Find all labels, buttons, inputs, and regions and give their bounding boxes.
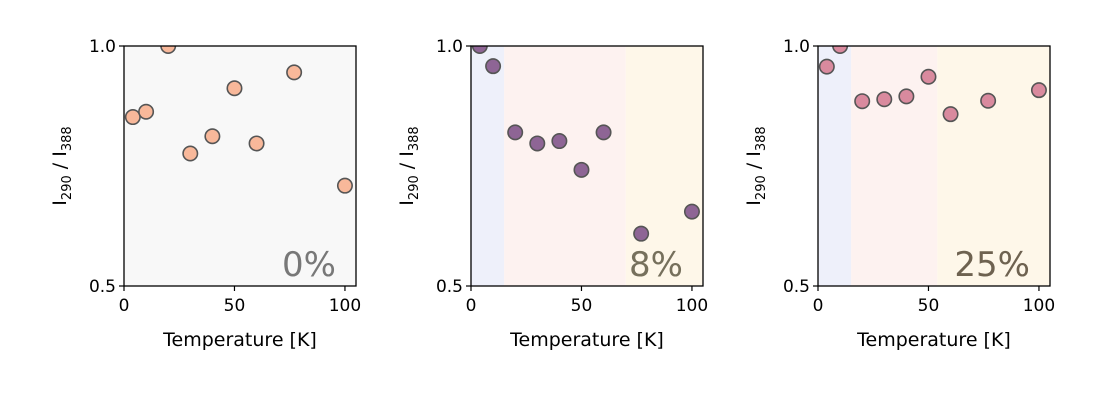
x-tick-label: 50 <box>224 296 246 316</box>
data-point <box>595 124 612 141</box>
x-tick-label: 0 <box>119 296 130 316</box>
x-axis-label: Temperature [K] <box>509 329 664 351</box>
y-tick-label: 1.0 <box>783 37 810 57</box>
x-tick-label: 0 <box>466 296 477 316</box>
data-point <box>529 135 546 152</box>
x-tick-label: 100 <box>329 296 361 316</box>
y-tick-label: 0.5 <box>436 277 463 297</box>
axes-frame <box>817 45 1051 287</box>
data-point <box>471 46 488 54</box>
x-tick-label: 100 <box>1023 296 1055 316</box>
y-axis-label: I290 / I388 <box>743 126 769 205</box>
data-point <box>898 88 915 105</box>
composition-label: 0% <box>282 245 336 285</box>
region-band-0 <box>818 46 852 286</box>
data-point <box>226 80 243 97</box>
y-axis-label: I290 / I388 <box>396 126 422 205</box>
data-point <box>336 177 353 194</box>
region-band-0 <box>471 46 505 286</box>
data-point <box>942 106 959 123</box>
x-tick-label: 50 <box>571 296 593 316</box>
data-point <box>633 225 650 242</box>
x-tick-label: 100 <box>676 296 708 316</box>
y-axis-label: I290 / I388 <box>49 126 75 205</box>
y-tick-label: 0.5 <box>89 277 116 297</box>
data-point <box>683 203 700 220</box>
region-band-2 <box>625 46 703 286</box>
region-band-1 <box>504 46 626 286</box>
data-point <box>138 103 155 120</box>
data-point <box>854 93 871 110</box>
composition-label: 25% <box>954 245 1030 285</box>
x-axis-label: Temperature [K] <box>856 329 1011 351</box>
y-tick-label: 0.5 <box>783 277 810 297</box>
composition-label: 8% <box>629 245 683 285</box>
data-point <box>832 46 849 54</box>
data-point <box>485 58 502 75</box>
data-point <box>818 58 835 75</box>
data-point <box>507 124 524 141</box>
data-point <box>1030 82 1047 99</box>
data-point <box>876 91 893 108</box>
panel-0: 0% 0 50 100 0.5 1.0 Temperature [K] I290 / I388 <box>49 37 361 351</box>
x-tick-label: 50 <box>918 296 940 316</box>
data-point <box>160 46 177 54</box>
data-point <box>204 128 221 145</box>
panel-2: 25% 0 50 100 0.5 1.0 Temperature [K] I290 / I38… <box>743 37 1055 351</box>
y-tick-label: 1.0 <box>89 37 116 57</box>
data-point <box>551 133 568 150</box>
data-point <box>182 145 199 162</box>
data-point <box>920 68 937 85</box>
data-point <box>980 92 997 109</box>
axes-frame <box>123 45 357 287</box>
x-tick-label: 0 <box>813 296 824 316</box>
data-point <box>124 109 141 126</box>
data-point <box>248 135 265 152</box>
y-tick-label: 1.0 <box>436 37 463 57</box>
data-point <box>286 64 303 81</box>
region-band-2 <box>937 46 1050 286</box>
panel-1: 8% 0 50 100 0.5 1.0 Temperature [K] I290 / I388 <box>396 37 708 351</box>
x-axis-label: Temperature [K] <box>162 329 317 351</box>
region-band-1 <box>851 46 938 286</box>
data-point <box>573 161 590 178</box>
axes-frame <box>470 45 704 287</box>
